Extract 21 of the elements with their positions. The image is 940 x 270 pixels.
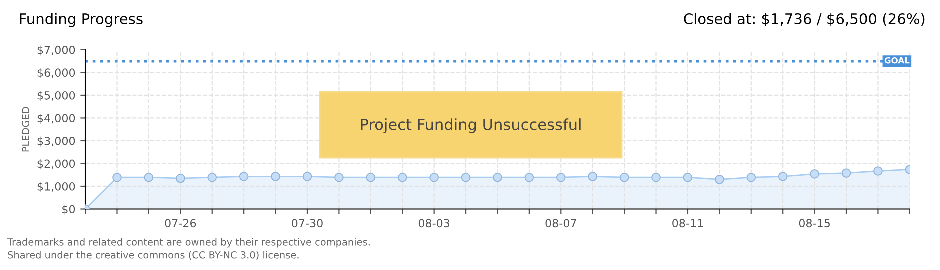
x-tick-label: 08-07: [546, 219, 576, 228]
text: Trademarks and related content are owned by their respective companies.: [7, 238, 370, 248]
y-tick-label: $2,000: [38, 160, 76, 170]
ref-line-label: GOAL: [884, 57, 910, 64]
x-tick-label: 07-26: [165, 219, 196, 228]
x-tick-label: 08-15: [799, 219, 830, 228]
text: Closed at: $1,736 / $6,500 (26%): [684, 13, 925, 26]
y-tick-label: $0: [62, 205, 76, 216]
y-tick-label: $6,000: [38, 68, 76, 79]
text: Shared under the creative commons (CC BY-NC 3.0) license.: [8, 251, 299, 260]
chart-title: Funding Progress: [20, 13, 143, 28]
y-tick-label: $4,000: [38, 114, 76, 124]
y-tick-label: $1,000: [38, 182, 76, 192]
y-tick-label: $7,000: [38, 46, 76, 56]
y-tick-label: $5,000: [38, 91, 76, 102]
x-tick-label: 07-30: [292, 219, 323, 228]
y-tick-label: $3,000: [38, 136, 76, 147]
y-axis-title: PLEDGED: [22, 107, 30, 152]
x-tick-label: 08-03: [418, 219, 450, 228]
annotation: Project Funding Unsuccessful: [361, 118, 581, 134]
x-tick-label: 08-11: [672, 219, 704, 228]
